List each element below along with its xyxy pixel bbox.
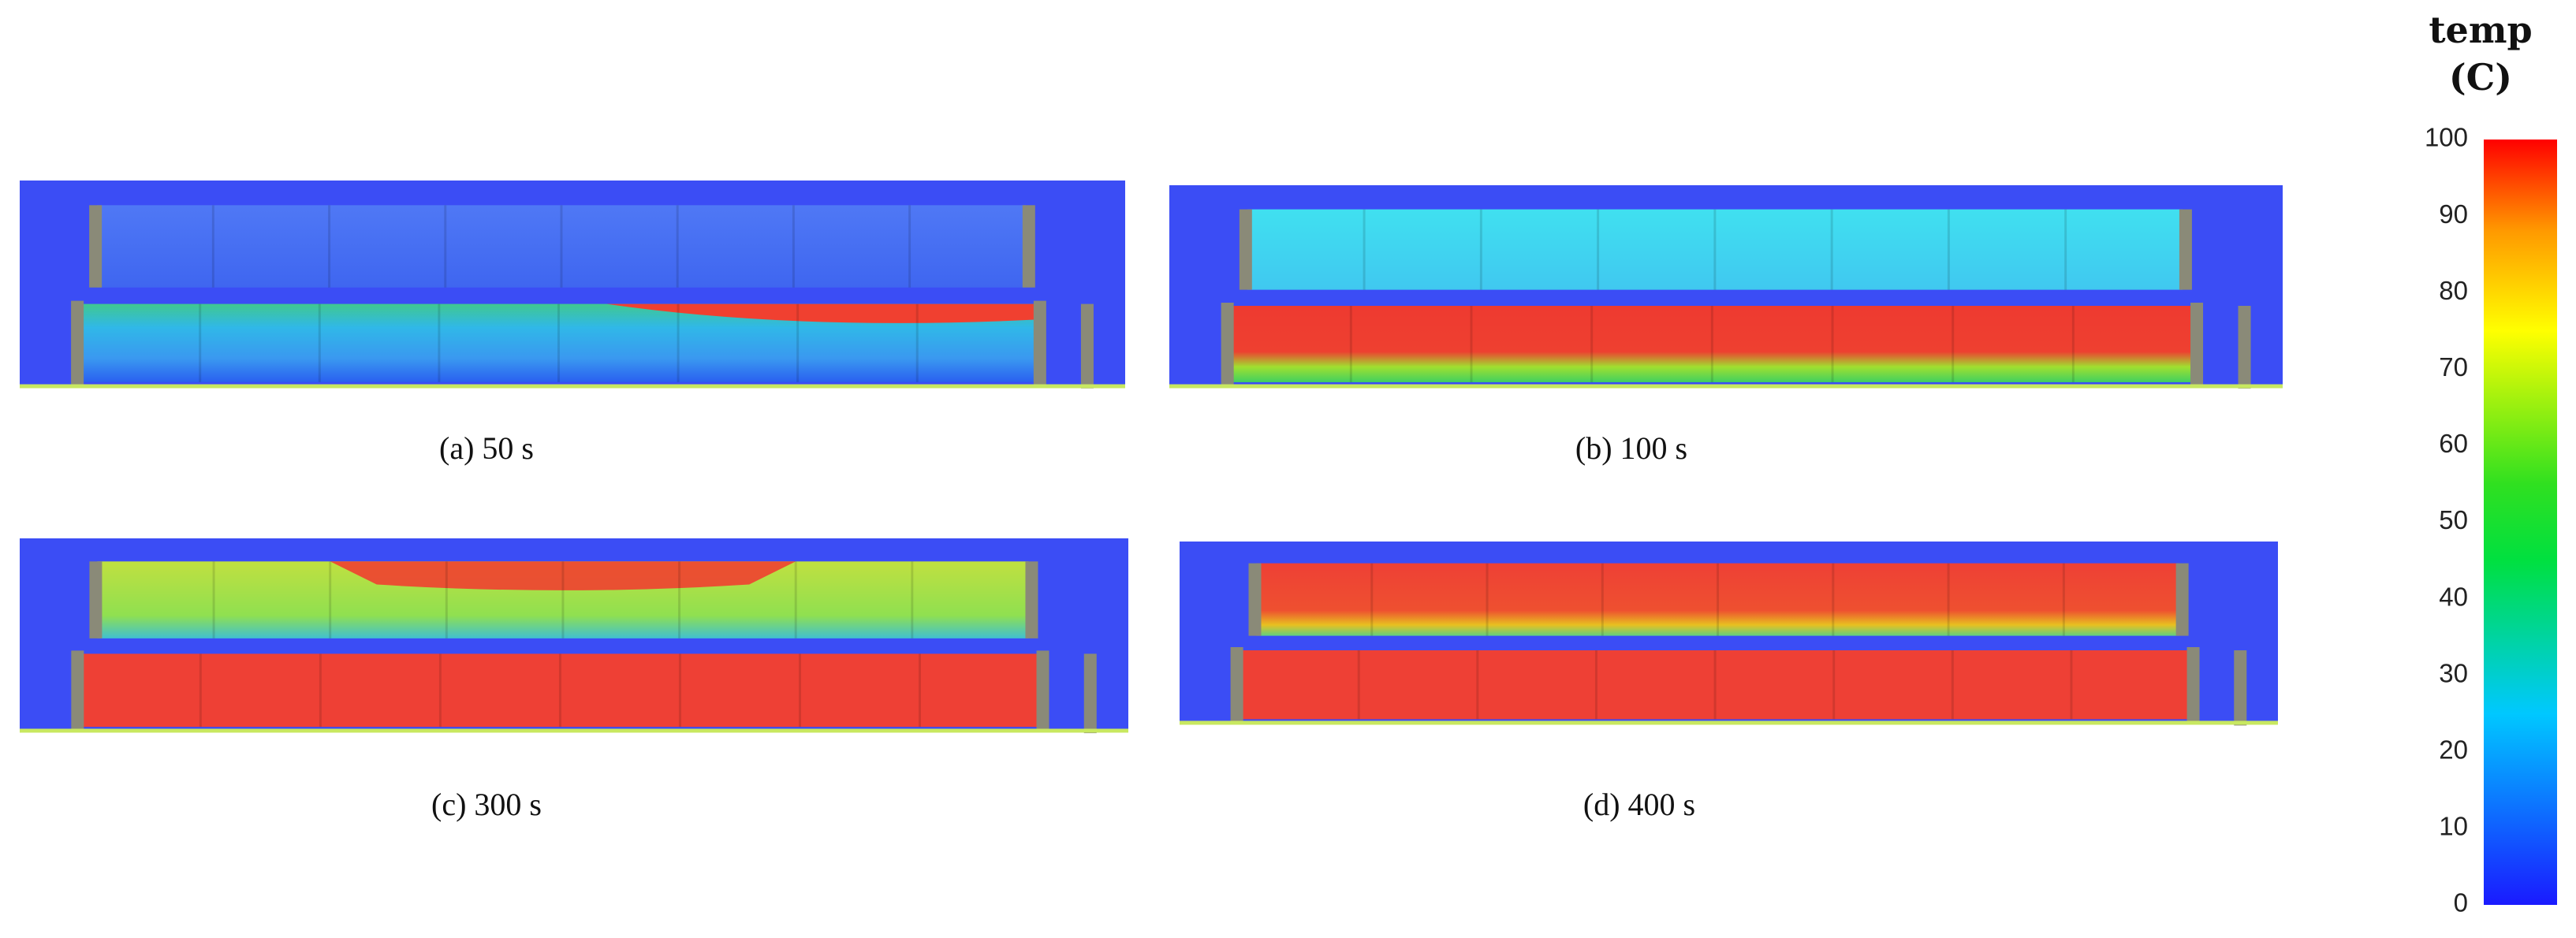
- end-plate: [2234, 650, 2247, 726]
- simulation-panel: (c) 300 s: [20, 538, 1128, 822]
- end-plate: [1221, 303, 1234, 385]
- end-plate: [1036, 650, 1049, 731]
- end-plate: [2238, 306, 2251, 389]
- panel-caption: (d) 400 s: [1583, 787, 1695, 822]
- lower-chamber: [1240, 650, 2190, 720]
- end-plate: [1239, 209, 1252, 290]
- colorbar-tick-label: 40: [2439, 582, 2468, 611]
- colorbar-title: temp: [2429, 9, 2532, 51]
- colorbar-tick-label: 60: [2439, 429, 2468, 458]
- colorbar-tick-label: 50: [2439, 505, 2468, 534]
- end-plate: [2190, 303, 2204, 385]
- colorbar: [2484, 140, 2557, 905]
- panel-caption: (a) 50 s: [439, 430, 534, 466]
- end-plate: [1025, 561, 1038, 638]
- hot-zone: [330, 561, 796, 590]
- end-plate: [89, 561, 103, 638]
- simulation-panel: (b) 100 s: [1169, 185, 2283, 466]
- panels: (a) 50 s (b) 100 s (c) 300 s (d) 400 s: [20, 181, 2283, 822]
- end-plate: [2175, 563, 2189, 636]
- colorbar-unit: (C): [2449, 56, 2512, 99]
- colorbar-tick-label: 10: [2439, 812, 2468, 841]
- end-plate: [1022, 205, 1035, 288]
- end-plate: [1248, 563, 1262, 636]
- colorbar-tick-label: 70: [2439, 352, 2468, 382]
- colorbar-tick-label: 100: [2425, 123, 2468, 152]
- lower-chamber: [80, 653, 1040, 728]
- end-plate: [1083, 653, 1097, 734]
- end-plate: [2186, 647, 2200, 723]
- panel-caption: (b) 100 s: [1575, 430, 1687, 466]
- end-plate: [89, 205, 103, 288]
- end-plate: [71, 300, 84, 385]
- end-plate: [1230, 647, 1243, 723]
- end-plate: [2179, 209, 2192, 290]
- upper-chamber: [1247, 209, 2183, 290]
- simulation-panel: (a) 50 s: [20, 181, 1125, 466]
- colorbar-tick-label: 0: [2454, 888, 2468, 918]
- simulation-panel: (d) 400 s: [1180, 542, 2278, 822]
- end-plate: [1033, 300, 1046, 385]
- end-plate: [71, 650, 84, 731]
- upper-chamber: [1256, 563, 2179, 636]
- end-plate: [1080, 303, 1094, 389]
- hot-zone: [606, 303, 1037, 323]
- colorbar-tick-label: 90: [2439, 199, 2468, 229]
- colorbar-tick-label: 30: [2439, 658, 2468, 687]
- panel-caption: (c) 300 s: [431, 787, 542, 822]
- upper-chamber: [97, 205, 1026, 288]
- lower-chamber: [1230, 306, 2194, 382]
- colorbar-tick-label: 80: [2439, 276, 2468, 305]
- colorbar-tick-label: 20: [2439, 735, 2468, 765]
